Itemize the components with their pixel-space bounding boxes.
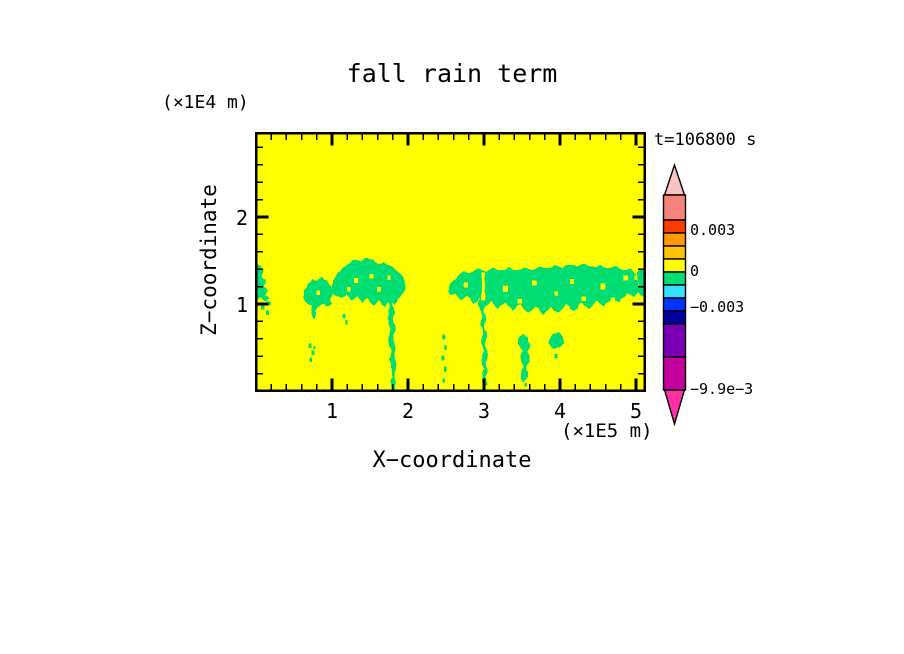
x-tick-label-1: 1	[325, 399, 339, 423]
field-region-main-band	[448, 264, 640, 316]
colorbar-segment-2	[662, 232, 687, 247]
field-hole	[581, 296, 586, 301]
field-hole	[369, 274, 374, 279]
field-background	[255, 132, 646, 392]
field-speckle	[442, 334, 446, 340]
colorbar-segment-9	[662, 323, 687, 358]
plot-frame	[255, 132, 646, 392]
z-axis-title: Z−coordinate	[197, 184, 221, 336]
colorbar-segment-8	[662, 310, 687, 325]
colorbar-segment-7	[662, 297, 687, 312]
z-axis-units-label: (×1E4 m)	[162, 92, 249, 113]
field-region-rain-shaft-1	[386, 290, 397, 391]
colorbar-segment-4	[662, 258, 687, 273]
field-hole	[502, 285, 509, 293]
x-tick-label-5: 5	[629, 399, 643, 423]
field-region-rain-shaft-2	[477, 297, 488, 386]
plot-area	[255, 132, 646, 392]
field-hole	[569, 278, 575, 284]
field-speckle	[265, 310, 269, 315]
colorbar-label-0: 0.003	[690, 220, 736, 239]
x-tick-label-3: 3	[477, 399, 491, 423]
z-tick-label-2: 2	[235, 206, 248, 230]
colorbar-label-2: −0.003	[690, 297, 745, 316]
chart-title: fall rain term	[346, 59, 558, 88]
colorbar-segment-1	[662, 219, 687, 234]
x-axis-units-label: (×1E5 m)	[561, 420, 653, 442]
field-speckle	[443, 366, 447, 372]
field-hole	[634, 275, 638, 281]
field-hole	[531, 280, 537, 286]
colorbar	[662, 163, 687, 426]
colorbar-segment-10	[662, 356, 687, 391]
x-tick-label-4: 4	[553, 399, 567, 423]
colorbar-tip-top	[663, 163, 686, 196]
colorbar-label-3: −9.9e−3	[690, 380, 754, 399]
field-hole	[611, 297, 616, 302]
colorbar-segment-5	[662, 271, 687, 286]
colorbar-tip-bottom	[663, 389, 686, 426]
colorbar-segment-3	[662, 245, 687, 260]
field-hole	[354, 277, 359, 284]
field-speckle	[444, 344, 447, 351]
field-speckle	[311, 350, 315, 355]
field-speckle	[268, 301, 272, 305]
x-axis-title: X−coordinate	[372, 448, 532, 473]
field-region-low-cell	[548, 331, 564, 350]
field-region-left-edge-cell	[255, 263, 270, 303]
z-tick-label-1: 1	[235, 293, 248, 317]
field-hole	[387, 275, 391, 281]
field-hole	[623, 275, 629, 281]
field-hole	[554, 291, 559, 296]
x-tick-label-2: 2	[401, 399, 415, 423]
field-speckle	[554, 354, 558, 359]
field-region-cell-1	[303, 277, 333, 320]
field-region-rain-shaft-3	[517, 333, 531, 383]
colorbar-segment-6	[662, 284, 687, 299]
colorbar-label-1: 0	[690, 262, 700, 281]
field-speckle	[308, 343, 312, 348]
field-speckle	[524, 383, 527, 387]
field-speckle	[342, 314, 346, 319]
field-speckle	[441, 355, 445, 361]
field-hole	[517, 299, 522, 304]
field-hole	[377, 287, 381, 292]
field-speckle	[442, 378, 445, 383]
field-plot-svg	[255, 132, 646, 392]
time-annotation: t=106800 s	[654, 130, 757, 150]
field-speckle	[309, 357, 312, 362]
field-speckle	[313, 345, 316, 350]
field-speckle	[523, 374, 526, 380]
field-region-cell-2	[331, 257, 406, 308]
colorbar-segment-0	[662, 194, 687, 221]
field-hole	[600, 283, 606, 290]
field-speckle	[260, 305, 265, 310]
field-hole	[463, 282, 469, 288]
field-hole	[346, 287, 351, 292]
field-hole	[480, 272, 486, 301]
field-speckle	[345, 320, 348, 325]
field-hole	[316, 290, 321, 295]
